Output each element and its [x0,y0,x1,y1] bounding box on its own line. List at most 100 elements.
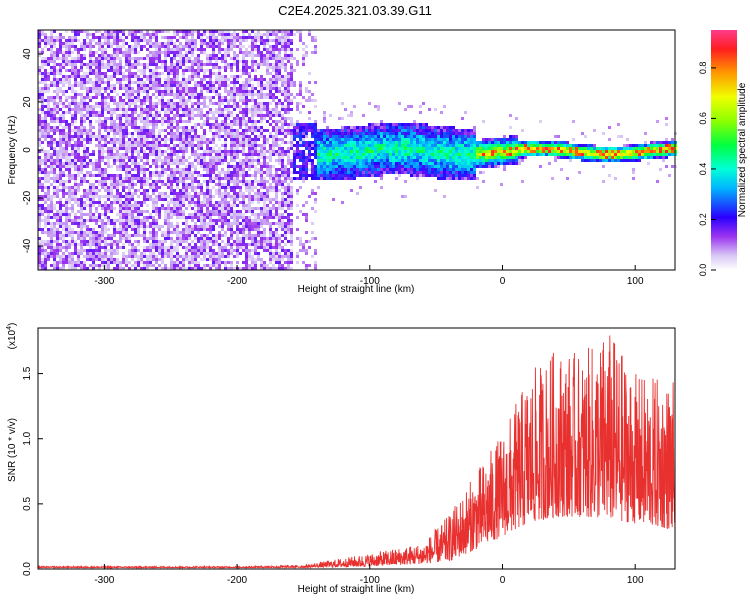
heat-cell [149,105,152,108]
heat-cell [284,93,287,96]
heat-cell [185,126,188,129]
heat-cell [254,261,257,264]
heat-cell [248,201,251,204]
heat-cell [230,93,233,96]
heat-cell [257,213,260,216]
heat-cell [155,114,158,117]
heat-cell [125,63,128,66]
heat-cell [86,240,89,243]
heat-cell [146,132,149,135]
heat-cell [281,126,284,129]
heat-cell [233,255,236,258]
heat-cell [245,225,248,228]
heat-cell [41,66,44,69]
heat-cell [260,234,263,237]
heat-cell [113,72,116,75]
heat-cell [248,51,251,54]
heat-cell [134,102,137,105]
heat-cell [221,30,224,33]
heat-cell [218,207,221,210]
heat-cell [275,228,278,231]
heat-cell [152,57,155,60]
heat-cell [206,210,209,213]
heat-cell [50,45,53,48]
heat-cell [71,99,74,102]
heat-cell [167,144,170,147]
heat-cell [77,141,80,144]
heat-cell [74,201,77,204]
heat-cell [173,36,176,39]
heat-cell [89,138,92,141]
heat-cell [278,150,281,153]
heat-cell [266,165,269,168]
heat-cell [152,84,155,87]
heat-cell [176,264,179,267]
heat-cell [104,225,107,228]
heat-cell [251,90,254,93]
heat-cell [92,255,95,258]
heat-cell [116,114,119,117]
heat-cell [95,252,98,255]
heat-cell [101,48,104,51]
heat-cell [164,231,167,234]
heat-cell [194,234,197,237]
heat-cell [263,231,266,234]
heat-cell [188,264,191,267]
heat-cell [218,105,221,108]
heat-cell [176,96,179,99]
heat-cell [107,105,110,108]
heat-cell [242,183,245,186]
heat-cell [176,240,179,243]
heat-cell [182,168,185,171]
heat-cell [77,60,80,63]
heat-cell [134,105,137,108]
heat-cell [98,201,101,204]
heat-cell [59,117,62,120]
heat-cell [167,204,170,207]
heat-cell [236,174,239,177]
heat-cell [251,162,254,165]
heat-cell [227,168,230,171]
heat-cell [182,186,185,189]
heat-cell [101,225,104,228]
heat-cell [56,177,59,180]
heat-cell [50,96,53,99]
heat-cell [254,138,257,141]
heat-cell [86,105,89,108]
heat-cell [113,225,116,228]
heat-cell [248,120,251,123]
heat-cell [242,117,245,120]
heat-cell [233,63,236,66]
heat-cell [176,222,179,225]
heat-cell [260,177,263,180]
heat-cell [176,168,179,171]
heat-cell [80,99,83,102]
heat-cell [116,174,119,177]
heat-cell [137,114,140,117]
heat-cell [176,198,179,201]
heat-cell [218,135,221,138]
heat-cell [68,243,71,246]
heat-cell [152,72,155,75]
heat-cell [281,246,284,249]
heat-cell [233,183,236,186]
heat-cell [44,231,47,234]
heat-cell [212,63,215,66]
heat-cell [149,183,152,186]
heat-cell [83,87,86,90]
heat-cell [248,180,251,183]
heat-cell [41,60,44,63]
heat-cell [128,90,131,93]
heat-cell [65,120,68,123]
heat-cell [71,267,74,270]
heat-cell [194,189,197,192]
heat-cell [116,240,119,243]
heat-cell [41,219,44,222]
heat-cell [122,231,125,234]
heat-cell [188,135,191,138]
heat-cell [71,66,74,69]
heat-cell [191,195,194,198]
heat-cell [104,213,107,216]
heat-cell [212,57,215,60]
heat-cell [272,99,275,102]
